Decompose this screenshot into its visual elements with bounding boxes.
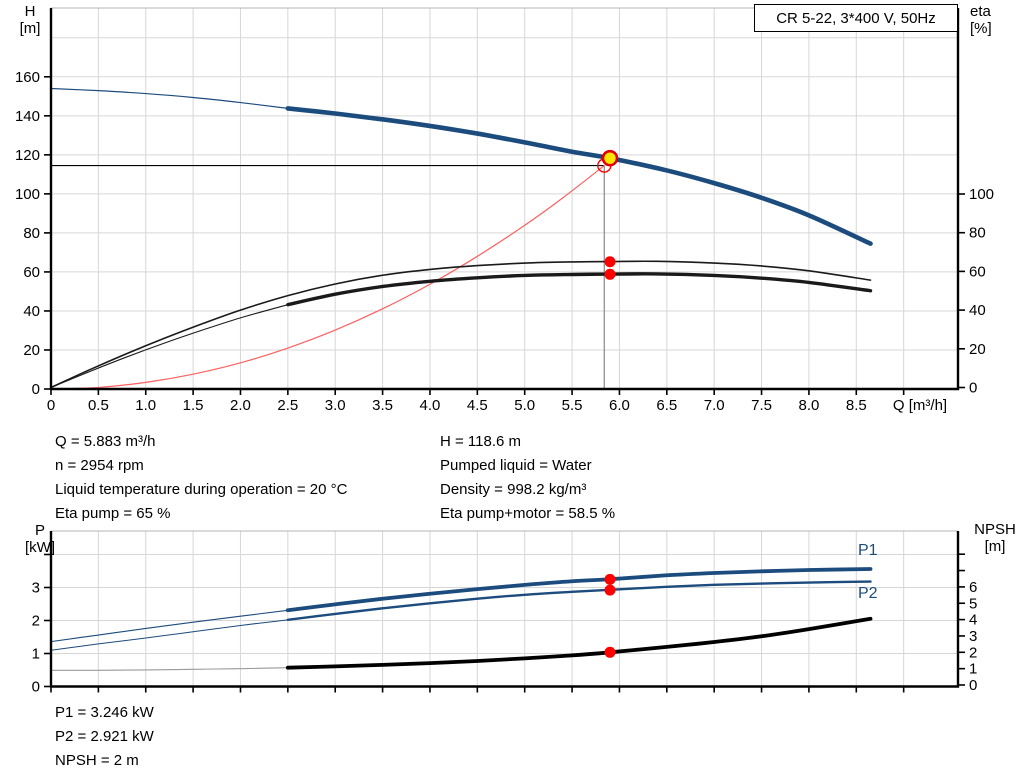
svg-text:8.5: 8.5 xyxy=(846,397,867,414)
p1-curve-low-flow xyxy=(50,609,289,643)
pump-title-box: CR 5-22, 3*400 V, 50Hz xyxy=(754,4,958,32)
info-line: P1 = 3.246 kW xyxy=(55,704,154,721)
info-line: n = 2954 rpm xyxy=(55,457,144,474)
eta-duty-dot xyxy=(604,268,616,280)
eta-duty-dot xyxy=(604,256,616,268)
svg-text:0: 0 xyxy=(969,380,977,397)
p2-curve xyxy=(286,580,872,622)
info-line: Eta pump = 65 % xyxy=(55,505,171,522)
svg-text:2: 2 xyxy=(32,613,40,630)
h-axis-label: H [m] xyxy=(19,3,41,37)
npsh-axis-label: NPSH [m] xyxy=(974,521,1016,555)
svg-text:100: 100 xyxy=(969,186,994,203)
eta-pump-motor-curve xyxy=(286,272,873,307)
svg-text:7.0: 7.0 xyxy=(704,397,725,414)
duty-dot xyxy=(604,573,616,585)
svg-text:2: 2 xyxy=(969,644,977,661)
system-curve xyxy=(50,164,605,390)
svg-text:5.5: 5.5 xyxy=(562,397,583,414)
svg-text:2.5: 2.5 xyxy=(277,397,298,414)
svg-text:1: 1 xyxy=(32,646,40,663)
svg-text:3.0: 3.0 xyxy=(325,397,346,414)
head-curve-low-flow xyxy=(50,87,289,109)
svg-text:0: 0 xyxy=(969,677,977,694)
duty-dot xyxy=(604,584,616,596)
svg-text:3: 3 xyxy=(32,580,40,597)
svg-text:40: 40 xyxy=(23,303,40,320)
svg-text:2.0: 2.0 xyxy=(230,397,251,414)
npsh-curve xyxy=(285,616,873,670)
svg-text:4.5: 4.5 xyxy=(467,397,488,414)
svg-text:60: 60 xyxy=(23,264,40,281)
info-line: H = 118.6 m xyxy=(440,433,522,450)
operating-point-marker xyxy=(601,149,619,167)
p1-curve xyxy=(285,567,873,613)
svg-text:160: 160 xyxy=(15,69,40,86)
svg-text:3: 3 xyxy=(969,628,977,645)
svg-text:6.0: 6.0 xyxy=(609,397,630,414)
info-line: NPSH = 2 m xyxy=(55,752,139,769)
info-line: Liquid temperature during operation = 20… xyxy=(55,481,348,498)
svg-text:20: 20 xyxy=(969,341,986,358)
svg-text:0: 0 xyxy=(47,397,55,414)
eta-pump-curve xyxy=(50,260,872,389)
svg-text:7.5: 7.5 xyxy=(751,397,772,414)
svg-text:6.5: 6.5 xyxy=(656,397,677,414)
duty-dot xyxy=(604,646,616,658)
svg-text:80: 80 xyxy=(969,225,986,242)
power-info: P1 = 3.246 kW P2 = 2.921 kW NPSH = 2 m xyxy=(55,701,154,773)
svg-text:140: 140 xyxy=(15,108,40,125)
info-line: Q = 5.883 m³/h xyxy=(55,433,156,450)
svg-text:60: 60 xyxy=(969,263,986,280)
svg-text:4.0: 4.0 xyxy=(420,397,441,414)
svg-text:Q [m³/h]: Q [m³/h] xyxy=(893,397,947,414)
svg-text:8.0: 8.0 xyxy=(798,397,819,414)
svg-text:0.5: 0.5 xyxy=(88,397,109,414)
svg-text:100: 100 xyxy=(15,186,40,203)
svg-text:40: 40 xyxy=(969,302,986,319)
info-line: Pumped liquid = Water xyxy=(440,457,592,474)
svg-text:5: 5 xyxy=(969,595,977,612)
svg-text:1.0: 1.0 xyxy=(135,397,156,414)
svg-text:0: 0 xyxy=(32,381,40,398)
svg-text:3.5: 3.5 xyxy=(372,397,393,414)
duty-info-left: Q = 5.883 m³/h n = 2954 rpm Liquid tempe… xyxy=(55,430,347,526)
svg-text:1: 1 xyxy=(969,661,977,678)
svg-text:120: 120 xyxy=(15,147,40,164)
svg-text:20: 20 xyxy=(23,342,40,359)
svg-text:4: 4 xyxy=(969,612,977,629)
info-line: Density = 998.2 kg/m³ xyxy=(440,481,587,498)
svg-text:5.0: 5.0 xyxy=(514,397,535,414)
svg-text:0: 0 xyxy=(32,679,40,696)
svg-text:6: 6 xyxy=(969,579,977,596)
npsh-curve-low-flow xyxy=(50,667,289,671)
info-line: Eta pump+motor = 58.5 % xyxy=(440,505,616,522)
info-line: P2 = 2.921 kW xyxy=(55,728,154,745)
svg-text:1.5: 1.5 xyxy=(183,397,204,414)
p1-curve-label: P1 xyxy=(858,542,878,559)
p2-curve-low-flow xyxy=(50,619,289,651)
duty-info-right: H = 118.6 m Pumped liquid = Water Densit… xyxy=(440,430,615,526)
eta-pump-motor-curve-low-flow xyxy=(50,304,289,389)
eta-axis-label: eta [%] xyxy=(970,3,992,37)
p2-curve-label: P2 xyxy=(858,585,878,602)
svg-text:80: 80 xyxy=(23,225,40,242)
p-axis-label: P [kW] xyxy=(25,522,55,556)
head-curve xyxy=(285,106,873,246)
